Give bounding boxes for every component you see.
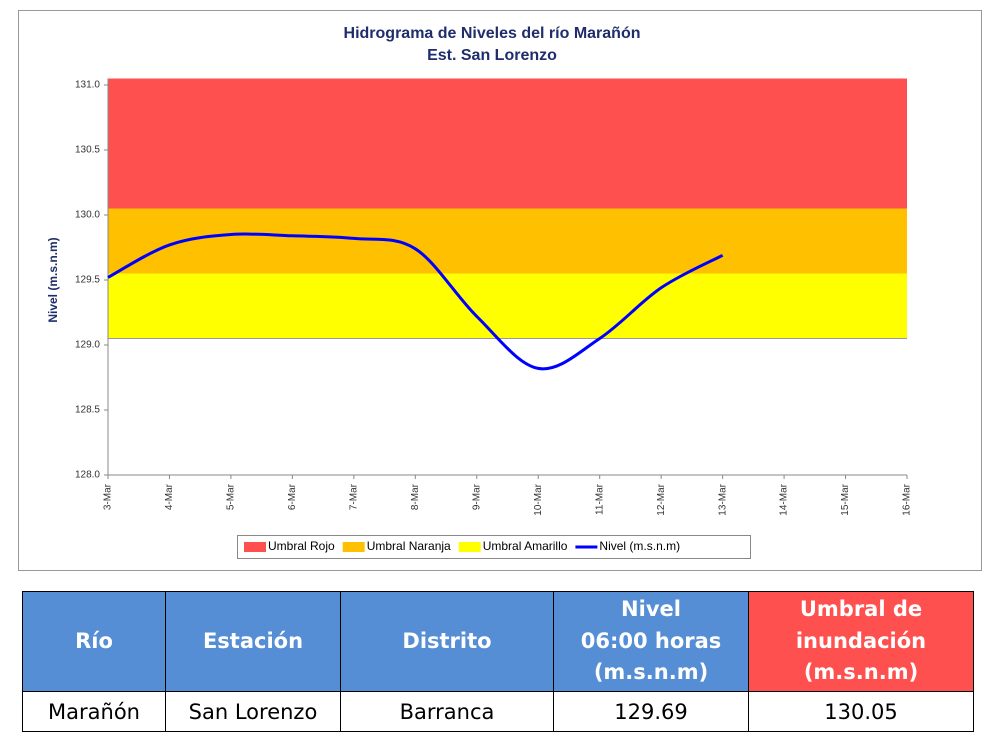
legend-label: Nivel (m.s.n.m) [599,539,680,553]
legend-swatch [244,542,266,552]
legend-swatch [458,542,481,552]
x-tick-label: 3-Mar [103,483,114,510]
table: Río Estación Distrito Nivel 06:00 horas … [22,591,974,732]
threshold-band [108,208,907,274]
legend: Umbral Rojo Umbral Naranja Umbral Amarillo… [237,535,751,559]
header-cell: Río [22,591,166,692]
legend-box [237,535,751,559]
cell: 129.69 [553,691,749,732]
legend-swatch [342,542,365,552]
data-row: Marañón San Lorenzo Barranca 129.69 130.… [22,691,974,732]
cell: 130.05 [748,691,974,732]
header-row: Río Estación Distrito Nivel 06:00 horas … [22,591,974,692]
y-tick-label: 129.5 [75,275,100,286]
threshold-band [108,273,907,339]
header-cell: Estación [165,591,341,692]
y-axis-label: Nivel (m.s.n.m) [46,237,60,322]
y-tick-label: 130.0 [75,210,100,221]
x-tick-label: 9-Mar [471,483,482,510]
x-tick-label: 4-Mar [164,483,175,510]
y-tick-label: 129.0 [75,340,100,351]
line-series [107,232,724,371]
cell: Marañón [22,691,166,732]
chart-title: Hidrograma de Niveles del río Marañón [344,25,641,42]
threshold-band [108,78,907,209]
y-tick-label: 128.0 [75,470,100,481]
x-tick-label: 5-Mar [226,483,237,510]
x-tick-label: 14-Mar [779,483,790,515]
chart: Hidrograma de Niveles del río Marañón Es… [18,10,982,571]
legend-label: Umbral Naranja [367,539,451,553]
header-cell: Distrito [340,591,554,692]
cell: San Lorenzo [165,691,341,732]
legend-label: Umbral Rojo [268,539,335,553]
x-tick-label: 8-Mar [410,483,421,510]
x-tick-label: 13-Mar [717,483,728,515]
header-cell: Umbral de inundación (m.s.n.m) [748,591,974,692]
cell: Barranca [340,691,554,732]
y-tick-label: 131.0 [75,80,100,91]
y-tick-label: 130.5 [75,145,100,156]
chart-subtitle: Est. San Lorenzo [427,47,557,64]
x-tick-label: 16-Mar [902,483,913,515]
x-tick-label: 7-Mar [348,483,359,510]
x-tick-label: 12-Mar [656,483,667,515]
y-tick-label: 128.5 [75,405,100,416]
x-tick-label: 11-Mar [594,483,605,515]
header-cell: Nivel 06:00 horas (m.s.n.m) [553,591,749,692]
x-tick-label: 15-Mar [840,483,851,515]
x-tick-label: 10-Mar [533,483,544,515]
x-tick-label: 6-Mar [287,483,298,510]
legend-label: Umbral Amarillo [483,539,568,553]
